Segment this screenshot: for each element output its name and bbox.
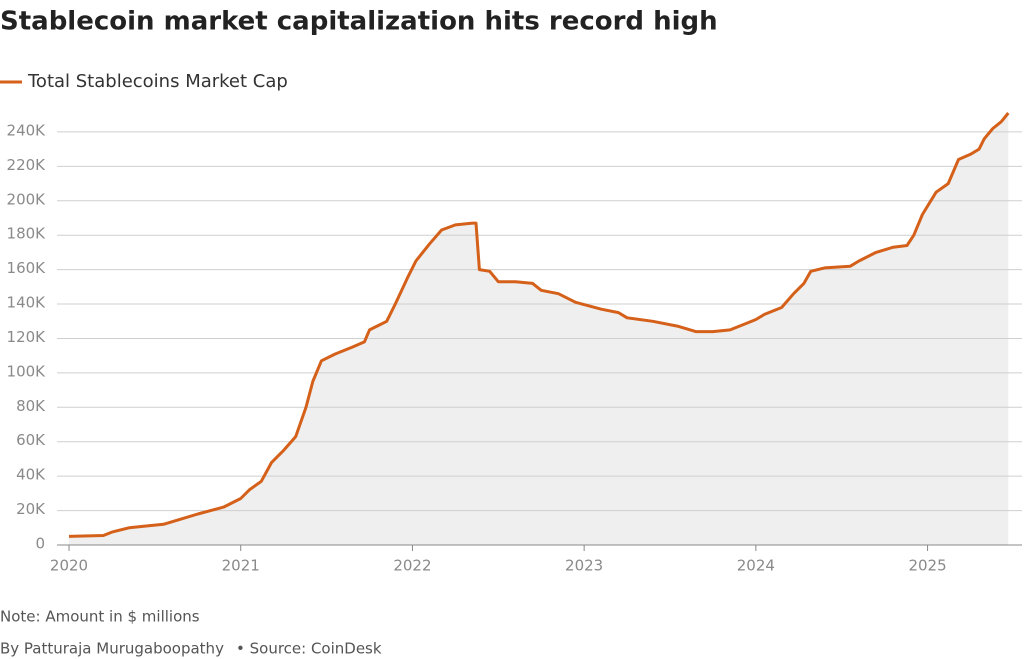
area xyxy=(69,113,1009,545)
y-tick-label: 60K xyxy=(16,431,46,449)
x-tick-label: 2022 xyxy=(393,557,431,575)
y-tick-label: 20K xyxy=(16,500,46,518)
legend-label: Total Stablecoins Market Cap xyxy=(27,71,288,92)
y-tick-label: 0 xyxy=(35,535,45,553)
y-tick-label: 180K xyxy=(7,225,47,243)
y-tick-label: 100K xyxy=(7,362,47,380)
x-tick-label: 2020 xyxy=(50,557,88,575)
y-tick-label: 140K xyxy=(7,294,47,312)
source: • Source: CoinDesk xyxy=(236,640,382,658)
x-tick-label: 2024 xyxy=(737,557,775,575)
y-tick-label: 40K xyxy=(16,466,46,484)
y-tick-label: 120K xyxy=(7,328,47,346)
y-tick-label: 160K xyxy=(7,259,47,277)
line xyxy=(68,112,1010,538)
y-tick-label: 240K xyxy=(7,121,47,139)
y-tick-label: 220K xyxy=(7,156,47,174)
y-tick-label: 200K xyxy=(7,190,47,208)
y-tick-label: 80K xyxy=(16,397,46,415)
chart-title: Stablecoin market capitalization hits re… xyxy=(0,7,718,37)
x-tick-label: 2025 xyxy=(908,557,946,575)
credit: By Patturaja Murugaboopathy xyxy=(0,640,224,658)
x-tick-label: 2021 xyxy=(222,557,260,575)
x-tick-label: 2023 xyxy=(565,557,603,575)
note: Note: Amount in $ millions xyxy=(0,608,200,626)
